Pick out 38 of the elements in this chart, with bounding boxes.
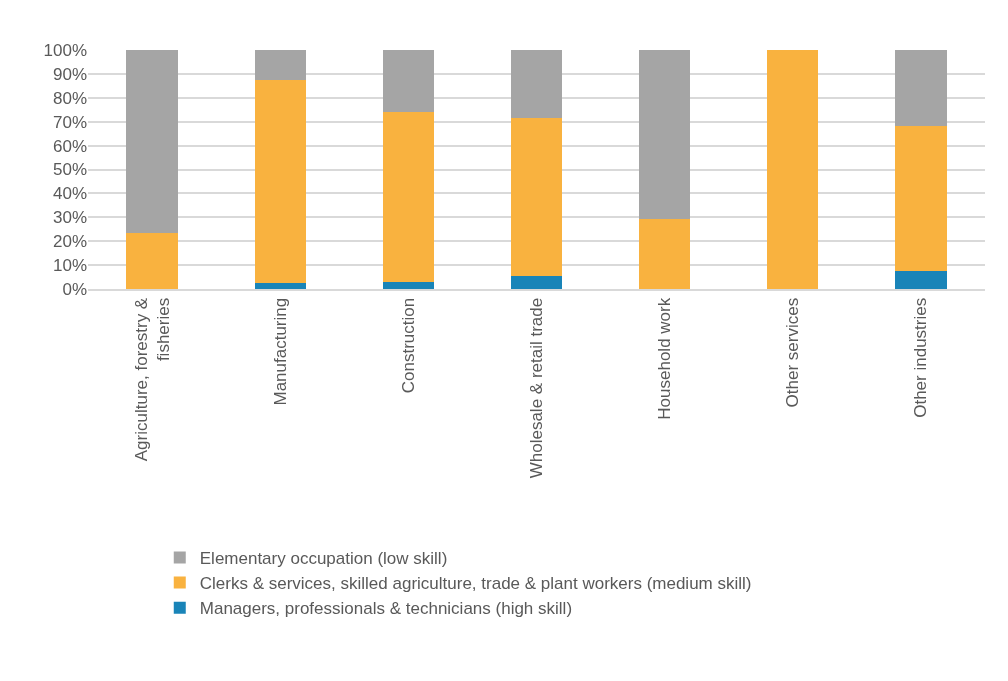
bar <box>126 232 178 289</box>
bar <box>639 50 691 220</box>
bar <box>382 282 434 289</box>
bar <box>510 50 563 119</box>
y-tick-label: 30% <box>52 208 87 228</box>
x-tick-label: Agriculture, forestry & fisheries <box>131 297 173 462</box>
x-tick-label: Wholesale & retail trade <box>527 297 547 479</box>
y-tick-label: 40% <box>52 184 87 204</box>
y-tick-label: 100% <box>43 40 87 60</box>
y-tick-label: 70% <box>52 112 87 132</box>
x-tick-label: Other industries <box>911 297 931 418</box>
y-tick-label: 60% <box>52 136 87 156</box>
y-tick-label: 90% <box>52 64 87 84</box>
y-tick-label: 0% <box>62 279 87 299</box>
bar <box>254 283 306 289</box>
bar <box>510 276 563 289</box>
bar <box>895 125 947 272</box>
x-tick-label: Other services <box>783 297 803 408</box>
y-tick-label: 10% <box>52 256 87 276</box>
x-tick-label: Household work <box>655 297 675 420</box>
bar <box>639 219 691 289</box>
bar <box>382 112 434 283</box>
bar <box>767 50 819 289</box>
bar <box>254 80 306 284</box>
y-tick-label: 20% <box>52 232 87 252</box>
legend-label: Elementary occupation (low skill) <box>199 549 448 569</box>
legend-label: Clerks & services, skilled agriculture, trade & plant workers (medium skill) <box>199 574 752 594</box>
legend-label: Managers, professionals & technicians (high skill) <box>199 599 573 619</box>
bar <box>895 50 947 126</box>
bar <box>510 118 563 277</box>
bar <box>126 50 178 233</box>
bar <box>382 50 434 113</box>
x-tick-label: Manufacturing <box>270 297 290 406</box>
bar <box>895 271 947 289</box>
y-tick-label: 50% <box>52 160 87 180</box>
y-tick-label: 80% <box>52 88 87 108</box>
bar <box>254 50 306 81</box>
x-tick-label: Construction <box>398 297 418 394</box>
